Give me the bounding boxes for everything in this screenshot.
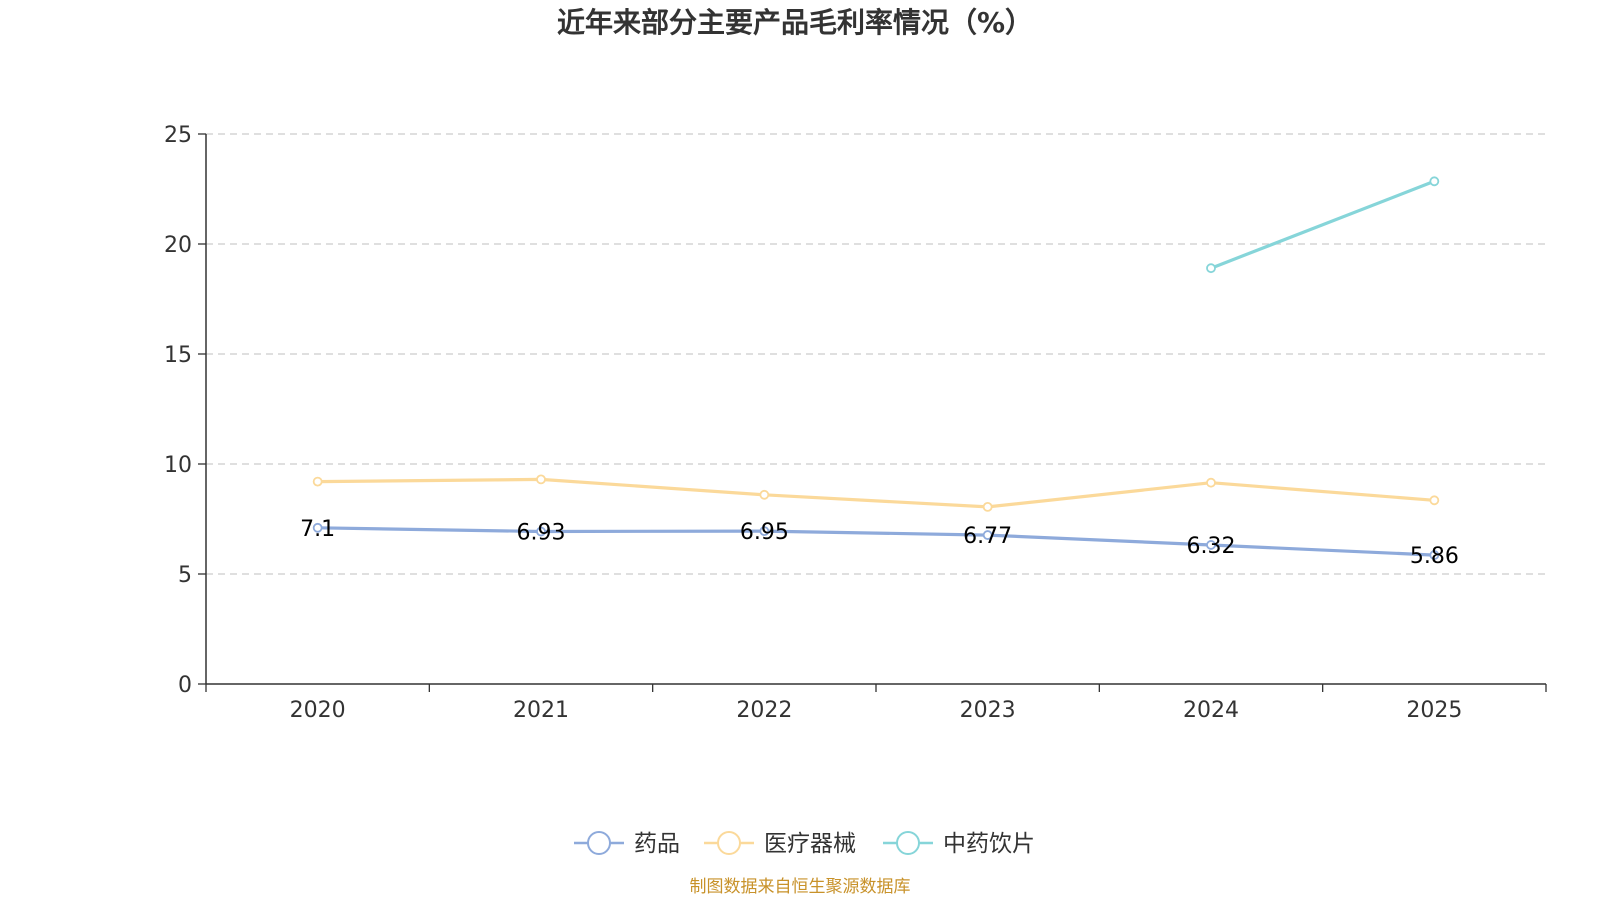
data-point[interactable] bbox=[982, 501, 993, 512]
data-label: 6.77 bbox=[963, 524, 1012, 549]
data-point[interactable] bbox=[536, 526, 546, 537]
legend-marker-icon bbox=[896, 831, 920, 855]
data-point[interactable] bbox=[312, 476, 323, 487]
x-tick-label: 2024 bbox=[1183, 698, 1239, 723]
legend-label: 中药饮片 bbox=[943, 831, 1035, 857]
data-point[interactable] bbox=[536, 474, 546, 485]
data-point[interactable] bbox=[759, 526, 770, 536]
data-point[interactable] bbox=[1206, 263, 1216, 274]
data-label: 7.1 bbox=[300, 517, 335, 542]
data-point[interactable] bbox=[759, 489, 770, 500]
data-point[interactable] bbox=[982, 530, 993, 540]
legend-item-2[interactable]: 中药饮片 bbox=[883, 831, 1035, 857]
series-line-2 bbox=[1210, 179, 1435, 270]
legend-marker-icon bbox=[717, 831, 741, 855]
legend-label: 药品 bbox=[634, 831, 680, 857]
series-lines bbox=[312, 176, 1440, 560]
data-point[interactable] bbox=[1206, 540, 1216, 550]
x-tick-label: 2023 bbox=[960, 698, 1016, 723]
y-tick-label: 20 bbox=[164, 233, 192, 258]
y-tick-label: 0 bbox=[178, 673, 192, 698]
data-point[interactable] bbox=[1429, 176, 1440, 187]
legend-marker-icon bbox=[587, 831, 611, 855]
legend-item-1[interactable]: 医疗器械 bbox=[704, 831, 856, 857]
series-line-1 bbox=[317, 477, 1435, 509]
y-tick-label: 10 bbox=[164, 453, 192, 478]
data-point[interactable] bbox=[312, 522, 323, 533]
x-tick-label: 2020 bbox=[290, 698, 346, 723]
legend-item-0[interactable]: 药品 bbox=[574, 831, 680, 857]
chart-title: 近年来部分主要产品毛利率情况（%） bbox=[557, 6, 1033, 39]
data-point[interactable] bbox=[1429, 495, 1440, 506]
y-tick-label: 5 bbox=[178, 563, 192, 588]
x-tick-label: 2022 bbox=[736, 698, 792, 723]
legend-label: 医疗器械 bbox=[764, 831, 856, 857]
data-point[interactable] bbox=[1429, 550, 1440, 560]
data-label: 6.32 bbox=[1187, 534, 1236, 559]
data-label: 6.95 bbox=[740, 520, 789, 545]
y-tick-label: 25 bbox=[164, 123, 192, 148]
x-tick-label: 2021 bbox=[513, 698, 569, 723]
data-label: 6.93 bbox=[517, 521, 566, 546]
legend[interactable]: 药品 医疗器械 中药饮片 bbox=[574, 831, 1035, 857]
y-tick-label: 15 bbox=[164, 343, 192, 368]
data-point[interactable] bbox=[1206, 477, 1216, 488]
series-line-0 bbox=[317, 526, 1435, 557]
grid-lines bbox=[206, 133, 1546, 575]
source-note: 制图数据来自恒生聚源数据库 bbox=[690, 877, 911, 897]
data-label: 5.86 bbox=[1410, 544, 1459, 569]
data-labels: 7.1 6.93 6.95 6.77 6.32 5.86 bbox=[300, 517, 1459, 569]
x-tick-label: 2025 bbox=[1406, 698, 1462, 723]
